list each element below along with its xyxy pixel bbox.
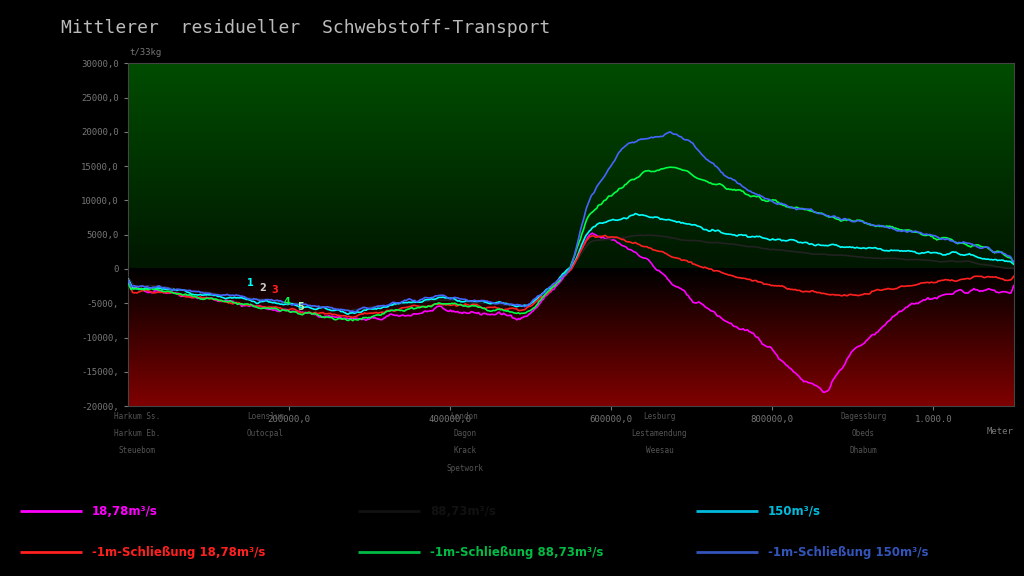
Text: Weesau: Weesau	[645, 446, 674, 456]
Text: -1m-Schließung 88,73m³/s: -1m-Schließung 88,73m³/s	[430, 545, 603, 559]
Text: Lesburg: Lesburg	[643, 412, 676, 421]
Text: 88,73m³/s: 88,73m³/s	[430, 505, 496, 518]
Text: Harkum Ss.: Harkum Ss.	[114, 412, 160, 421]
Text: -1m-Schließung 150m³/s: -1m-Schließung 150m³/s	[768, 545, 929, 559]
Text: -1m-Schließung 18,78m³/s: -1m-Schließung 18,78m³/s	[92, 545, 265, 559]
Text: Dagessburg: Dagessburg	[840, 412, 887, 421]
Text: London: London	[451, 412, 478, 421]
Text: Harkum Eb.: Harkum Eb.	[114, 429, 160, 438]
Text: 2: 2	[259, 283, 266, 293]
Text: Obeds: Obeds	[852, 429, 874, 438]
Text: Outocpal: Outocpal	[247, 429, 284, 438]
Text: Krack: Krack	[453, 446, 476, 456]
Text: 18,78m³/s: 18,78m³/s	[92, 505, 158, 518]
Text: t/33kg: t/33kg	[130, 47, 162, 56]
Text: Lestamendung: Lestamendung	[632, 429, 687, 438]
Text: 1: 1	[247, 278, 254, 288]
Text: Steuebom: Steuebom	[119, 446, 156, 456]
Text: Meter: Meter	[987, 427, 1014, 435]
Text: 4: 4	[284, 297, 290, 306]
Text: 150m³/s: 150m³/s	[768, 505, 821, 518]
Text: Mittlerer  residueller  Schwebstoff-Transport: Mittlerer residueller Schwebstoff-Transp…	[61, 20, 551, 37]
Text: Spetwork: Spetwork	[446, 464, 483, 473]
Text: Dagon: Dagon	[453, 429, 476, 438]
Text: Loenslun: Loenslun	[247, 412, 284, 421]
Text: 3: 3	[271, 285, 279, 295]
Text: Dhabum: Dhabum	[849, 446, 877, 456]
Text: 5: 5	[297, 302, 304, 312]
